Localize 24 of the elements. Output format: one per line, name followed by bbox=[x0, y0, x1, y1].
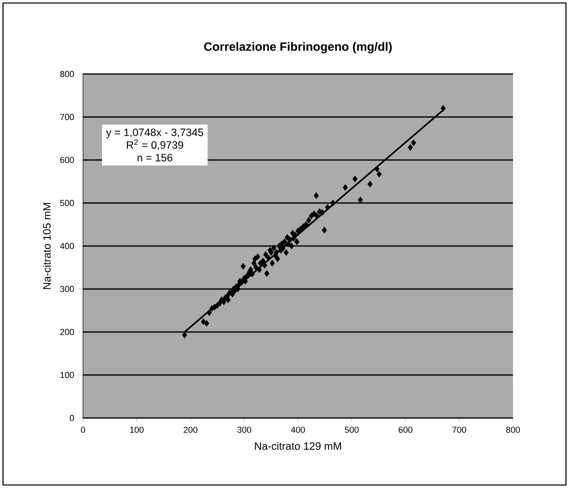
y-tick-label: 600 bbox=[60, 156, 74, 164]
y-tick-label: 300 bbox=[60, 286, 74, 292]
y-tick-label: 0 bbox=[70, 414, 74, 422]
annotation: n = 156 bbox=[138, 154, 172, 162]
x-tick-label: 0 bbox=[80, 426, 86, 433]
x-tick-label: 100 bbox=[130, 426, 144, 433]
y-axis-title: Na-citrato 105 mM bbox=[42, 203, 51, 289]
y-tick-label: 500 bbox=[60, 200, 74, 206]
y-tick-label: 800 bbox=[60, 70, 74, 78]
x-tick-label: 400 bbox=[290, 426, 305, 433]
x-tick-label: 800 bbox=[506, 426, 520, 433]
annotation: y = 1,0748x - 3,7345 bbox=[106, 128, 204, 138]
y-tick-label: 100 bbox=[60, 372, 74, 378]
x-tick-label: 200 bbox=[184, 426, 198, 433]
annotation: R$^{2}$ = 0,9739 bbox=[126, 139, 184, 150]
x-tick-label: 700 bbox=[452, 426, 466, 433]
x-tick-label: 500 bbox=[344, 426, 359, 433]
y-tick-label: 400 bbox=[60, 242, 74, 250]
x-axis-title: Na-citrato 129 mM bbox=[255, 442, 341, 450]
chart-title: Correlazione Fibrinogeno (mg/dl) bbox=[204, 42, 392, 54]
y-tick-label: 200 bbox=[60, 328, 74, 336]
x-tick-label: 300 bbox=[237, 426, 252, 433]
y-tick-label: 700 bbox=[60, 114, 74, 120]
x-tick-label: 600 bbox=[398, 426, 412, 433]
